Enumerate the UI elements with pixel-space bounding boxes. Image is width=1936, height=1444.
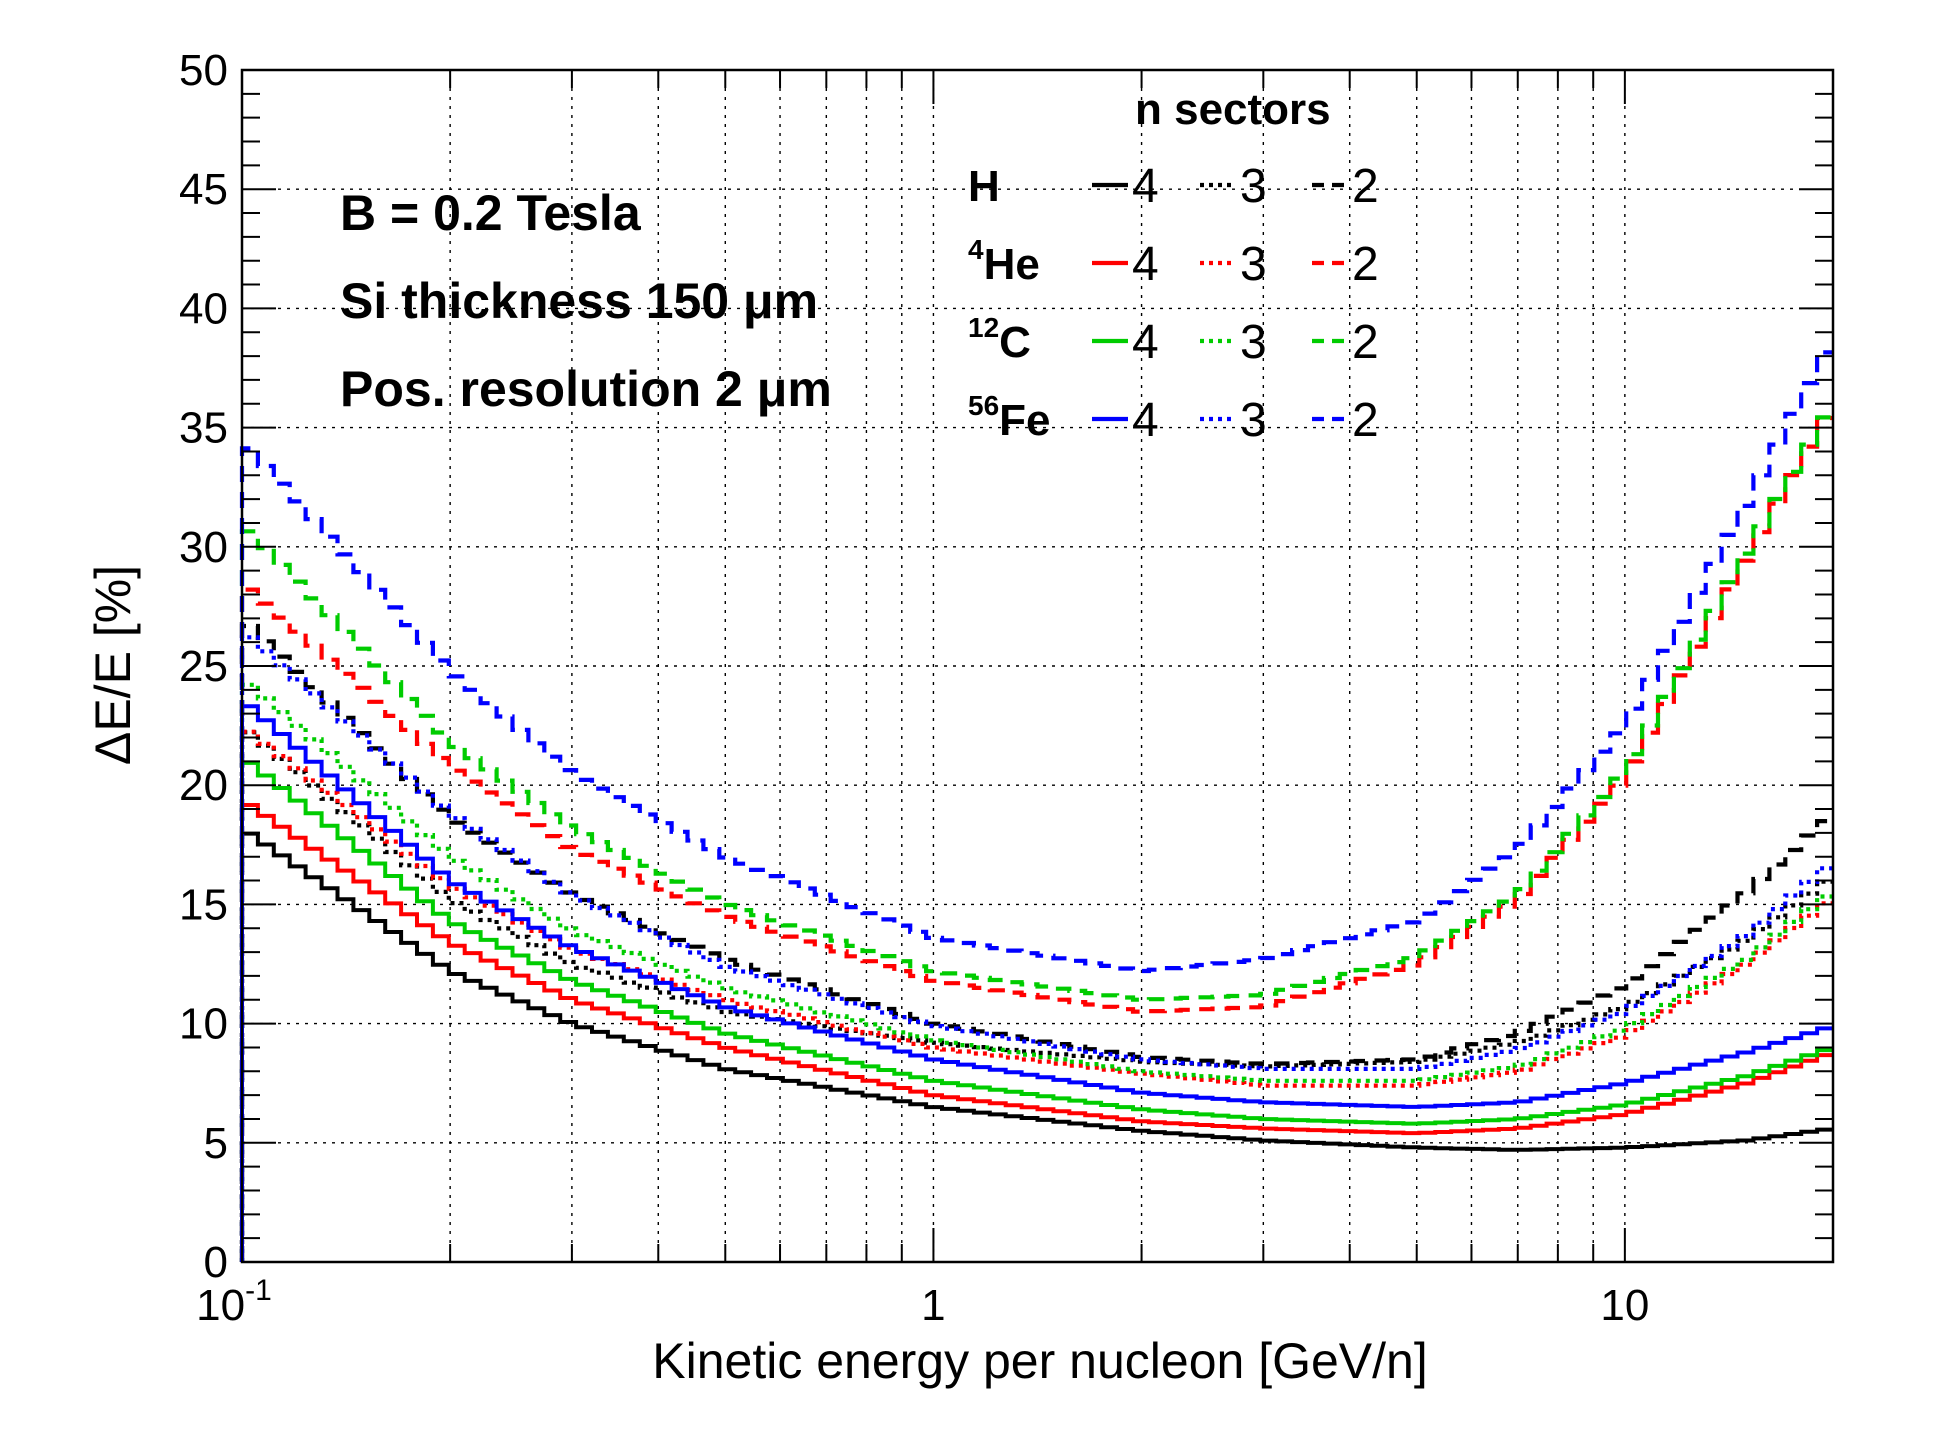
legend-n-label: 3 (1240, 394, 1267, 447)
series-he-n3-line (239, 729, 1833, 1262)
legend-n-label: 2 (1352, 238, 1379, 291)
x-tick-label: 10-1 (196, 1274, 272, 1330)
y-tick-label: 25 (179, 642, 228, 691)
grid-lines (242, 70, 1833, 1262)
y-tick-label: 50 (179, 46, 228, 95)
legend: n sectors H 4 3 2 4He 4 3 2 12C 4 3 2 56Fe 4 3 2 (968, 85, 1379, 447)
series-c-n4-line (240, 760, 1833, 1262)
annotation-thickness: Si thickness 150 μm (340, 273, 818, 329)
series-group (239, 350, 1833, 1262)
series-fe-n3-line (239, 635, 1833, 1262)
legend-n-label: 4 (1132, 160, 1159, 213)
legend-n-label: 4 (1132, 394, 1159, 447)
x-axis-label: Kinetic energy per nucleon [GeV/n] (652, 1333, 1427, 1389)
series-fe-n2-line (239, 350, 1833, 1262)
annotation-field: B = 0.2 Tesla (340, 185, 642, 241)
y-tick-label: 40 (179, 284, 228, 333)
annotations: B = 0.2 Tesla Si thickness 150 μm Pos. r… (340, 185, 832, 417)
series-c-n3-line (239, 682, 1833, 1262)
y-tick-label: 35 (179, 404, 228, 453)
series-he-n2-line (239, 415, 1833, 1262)
series-c-n2-line (239, 415, 1833, 1262)
series-h-n2-line (239, 623, 1833, 1262)
series-he-n4-line (240, 803, 1833, 1262)
series-h-n4-line (240, 831, 1833, 1262)
y-tick-label: 45 (179, 165, 228, 214)
legend-n-label: 4 (1132, 316, 1159, 369)
legend-label-h: H (968, 162, 1000, 211)
legend-n-label: 3 (1240, 238, 1267, 291)
axes: 0 5 10 15 20 25 30 35 40 45 50 10-1 1 10 (179, 46, 1834, 1330)
x-tick-label: 10 (1600, 1281, 1649, 1330)
legend-label-fe: 56Fe (968, 390, 1051, 445)
y-tick-label: 30 (179, 523, 228, 572)
legend-label-he: 4He (968, 234, 1040, 289)
y-tick-label: 0 (204, 1238, 228, 1287)
legend-n-label: 4 (1132, 238, 1159, 291)
legend-n-label: 3 (1240, 160, 1267, 213)
y-tick-label: 5 (204, 1119, 228, 1168)
x-tick-label: 1 (921, 1281, 945, 1330)
legend-n-label: 3 (1240, 316, 1267, 369)
legend-n-label: 2 (1352, 316, 1379, 369)
y-tick-label: 10 (179, 1000, 228, 1049)
y-axis-label: ΔE/E [%] (85, 565, 141, 765)
legend-label-c: 12C (968, 312, 1031, 367)
series-h-n3-line (239, 730, 1833, 1262)
legend-n-label: 2 (1352, 160, 1379, 213)
y-tick-label: 15 (179, 880, 228, 929)
y-tick-label: 20 (179, 761, 228, 810)
legend-n-label: 2 (1352, 394, 1379, 447)
series-fe-n4-line (240, 704, 1833, 1262)
legend-header: n sectors (1135, 85, 1331, 134)
annotation-resolution: Pos. resolution 2 μm (340, 361, 832, 417)
